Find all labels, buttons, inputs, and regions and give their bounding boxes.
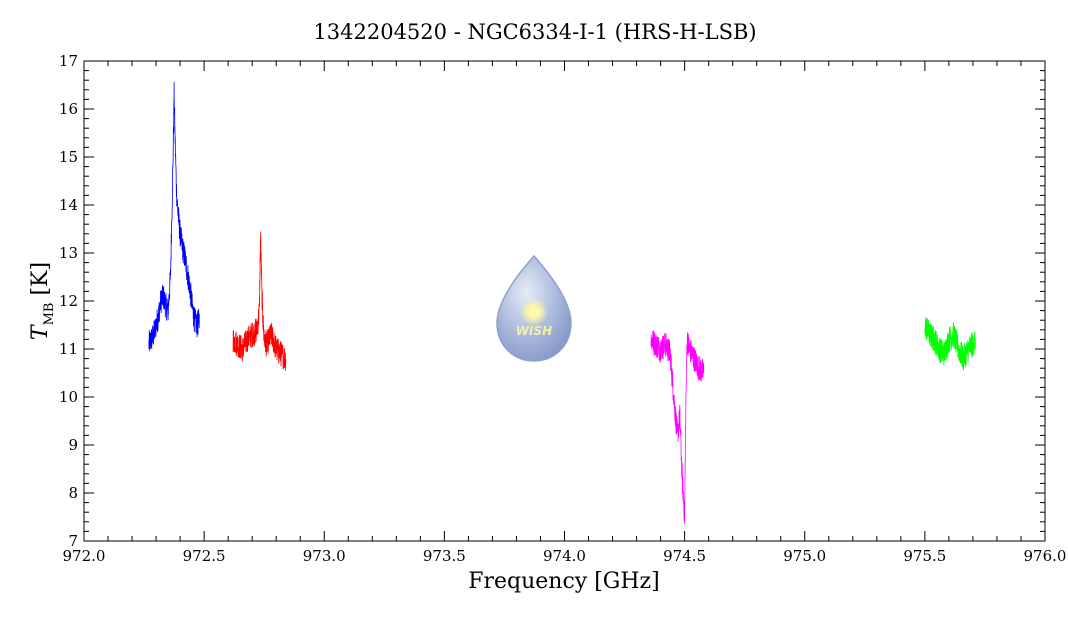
x-tick-label: 974.0 — [543, 547, 586, 565]
x-tick-label: 976.0 — [1024, 547, 1067, 565]
x-tick-label: 973.0 — [303, 547, 346, 565]
x-tick-label: 974.5 — [663, 547, 706, 565]
x-tick-label: 972.5 — [183, 547, 226, 565]
y-tick-label: 13 — [59, 244, 78, 262]
wish-logo-text: WISH — [516, 324, 552, 338]
x-tick-label: 972.0 — [63, 547, 106, 565]
y-axis-label-subscript: MB — [42, 303, 57, 326]
spectrum-series-1 — [148, 81, 200, 352]
x-tick-label: 973.5 — [423, 547, 466, 565]
x-axis-label: Frequency [GHz] — [468, 569, 660, 594]
y-tick-label: 12 — [59, 292, 78, 310]
y-tick-label: 10 — [59, 388, 78, 406]
x-tick-label: 975.0 — [783, 547, 826, 565]
spectrum-series-3 — [650, 330, 705, 524]
wish-logo: WISH — [496, 254, 572, 362]
chart-title: 1342204520 - NGC6334-I-1 (HRS-H-LSB) — [313, 20, 756, 44]
y-axis-label-unit: [K] — [28, 262, 53, 303]
y-tick-label: 8 — [68, 484, 78, 502]
x-tick-label: 975.5 — [903, 547, 946, 565]
y-tick-label: 15 — [59, 148, 78, 166]
y-axis-label-symbol: T — [28, 323, 53, 340]
spectrum-series-4 — [924, 316, 976, 371]
y-tick-label: 14 — [59, 196, 78, 214]
y-tick-label: 7 — [68, 532, 78, 550]
y-axis-label: TMB [K] — [28, 262, 57, 340]
y-tick-label: 17 — [59, 52, 78, 70]
y-tick-label: 9 — [68, 436, 78, 454]
y-tick-label: 11 — [59, 340, 78, 358]
series-layer — [148, 81, 976, 524]
y-tick-label: 16 — [59, 100, 78, 118]
ticks-layer: 972.0 972.5 973.0 973.5 974.0 974.5 975.0 975.5… — [59, 52, 1067, 565]
spectrum-series-2 — [232, 231, 287, 371]
